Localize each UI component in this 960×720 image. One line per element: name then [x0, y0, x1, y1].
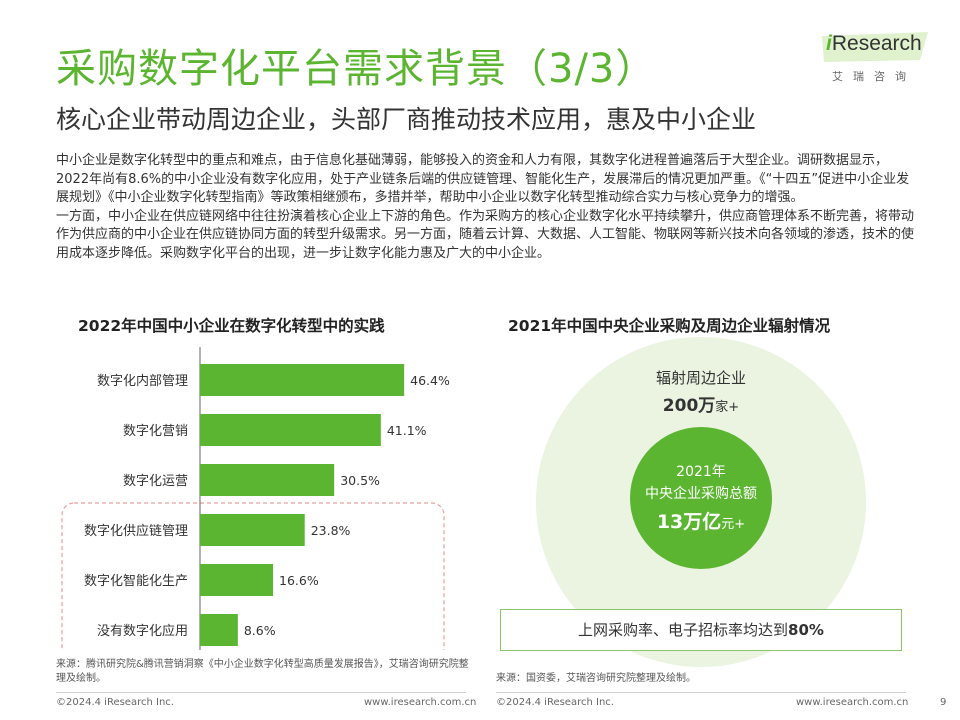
- logo-subtext: 艾瑞咨询: [832, 70, 916, 83]
- body-paragraph-2: 一方面，中小企业在供应链网络中往往扮演着核心企业上下游的角色。作为采购方的核心企…: [56, 208, 915, 261]
- outer-circle-value: 200万家+: [662, 396, 740, 416]
- inner-circle: 2021年 中央企业采购总额 13万亿元+: [630, 427, 772, 569]
- bar-value-label: 46.4%: [410, 373, 450, 388]
- bar-category-label: 数字化内部管理: [97, 373, 188, 389]
- iresearch-logo: iResearch 艾瑞咨询: [820, 30, 930, 86]
- inner-circle-year: 2021年: [676, 464, 726, 480]
- bar-chart-title: 2022年中国中小企业在数字化转型中的实践: [78, 317, 385, 335]
- bar-category-label: 数字化智能化生产: [84, 574, 188, 589]
- bar: [200, 364, 405, 396]
- bar-category-label: 数字化供应链管理: [84, 523, 188, 539]
- body-paragraph-1: 中小企业是数字化转型中的重点和难点，由于信息化基础薄弱，能够投入的资金和人力有限…: [56, 153, 910, 206]
- inner-circle-label: 中央企业采购总额: [645, 486, 757, 502]
- footer-copyright-right: ©2024.4 iResearch Inc.: [496, 697, 614, 708]
- footer-divider-right: [496, 692, 906, 693]
- bar-chart-source: 来源：腾讯研究院&腾讯营销洞察《中小企业数字化转型高质量发展报告》，艾瑞咨询研究…: [56, 659, 469, 684]
- highlight-frame: [61, 502, 445, 650]
- page-title: 采购数字化平台需求背景（3/3）: [56, 46, 657, 92]
- circle-chart-source: 来源：国资委，艾瑞咨询研究院整理及绘制。: [496, 673, 696, 684]
- logo-swoosh-icon: [822, 32, 928, 62]
- circle-chart-title: 2021年中国中央企业采购及周边企业辐射情况: [508, 317, 831, 335]
- page-subtitle: 核心企业带动周边企业，头部厂商推动技术应用，惠及中小企业: [56, 105, 757, 134]
- bar: [200, 614, 238, 646]
- bar-chart: 数字化内部管理 46.4% 数字化营销 41.1% 数字化运营 30.5% 数字化供应链管理…: [61, 347, 450, 650]
- bar-value-label: 16.6%: [279, 573, 319, 588]
- bar-value-label: 23.8%: [311, 523, 351, 538]
- logo-text: iResearch: [826, 32, 922, 55]
- footer-divider-left: [56, 692, 466, 693]
- body-text: 中小企业是数字化转型中的重点和难点，由于信息化基础薄弱，能够投入的资金和人力有限…: [56, 152, 916, 264]
- bar-category-label: 没有数字化应用: [97, 623, 188, 639]
- bar: [200, 414, 381, 446]
- bar-category-label: 数字化营销: [123, 424, 188, 439]
- page-number: 9: [940, 697, 947, 708]
- bar: [200, 564, 274, 596]
- inner-circle-value: 13万亿元+: [656, 511, 746, 533]
- bar: [200, 514, 305, 546]
- procurement-rate-box: 上网采购率、电子招标率均达到80%: [500, 609, 902, 651]
- bar-value-label: 8.6%: [244, 623, 276, 638]
- bar-category-label: 数字化运营: [123, 474, 188, 489]
- footer-url-right: www.iresearch.com.cn: [796, 697, 909, 708]
- outer-circle-label: 辐射周边企业: [655, 369, 746, 387]
- footer-copyright-left: ©2024.4 iResearch Inc.: [56, 697, 174, 708]
- bar-value-label: 41.1%: [387, 423, 427, 438]
- footer-url-left: www.iresearch.com.cn: [364, 697, 477, 708]
- bar-value-label: 30.5%: [340, 473, 380, 488]
- bar: [200, 464, 335, 496]
